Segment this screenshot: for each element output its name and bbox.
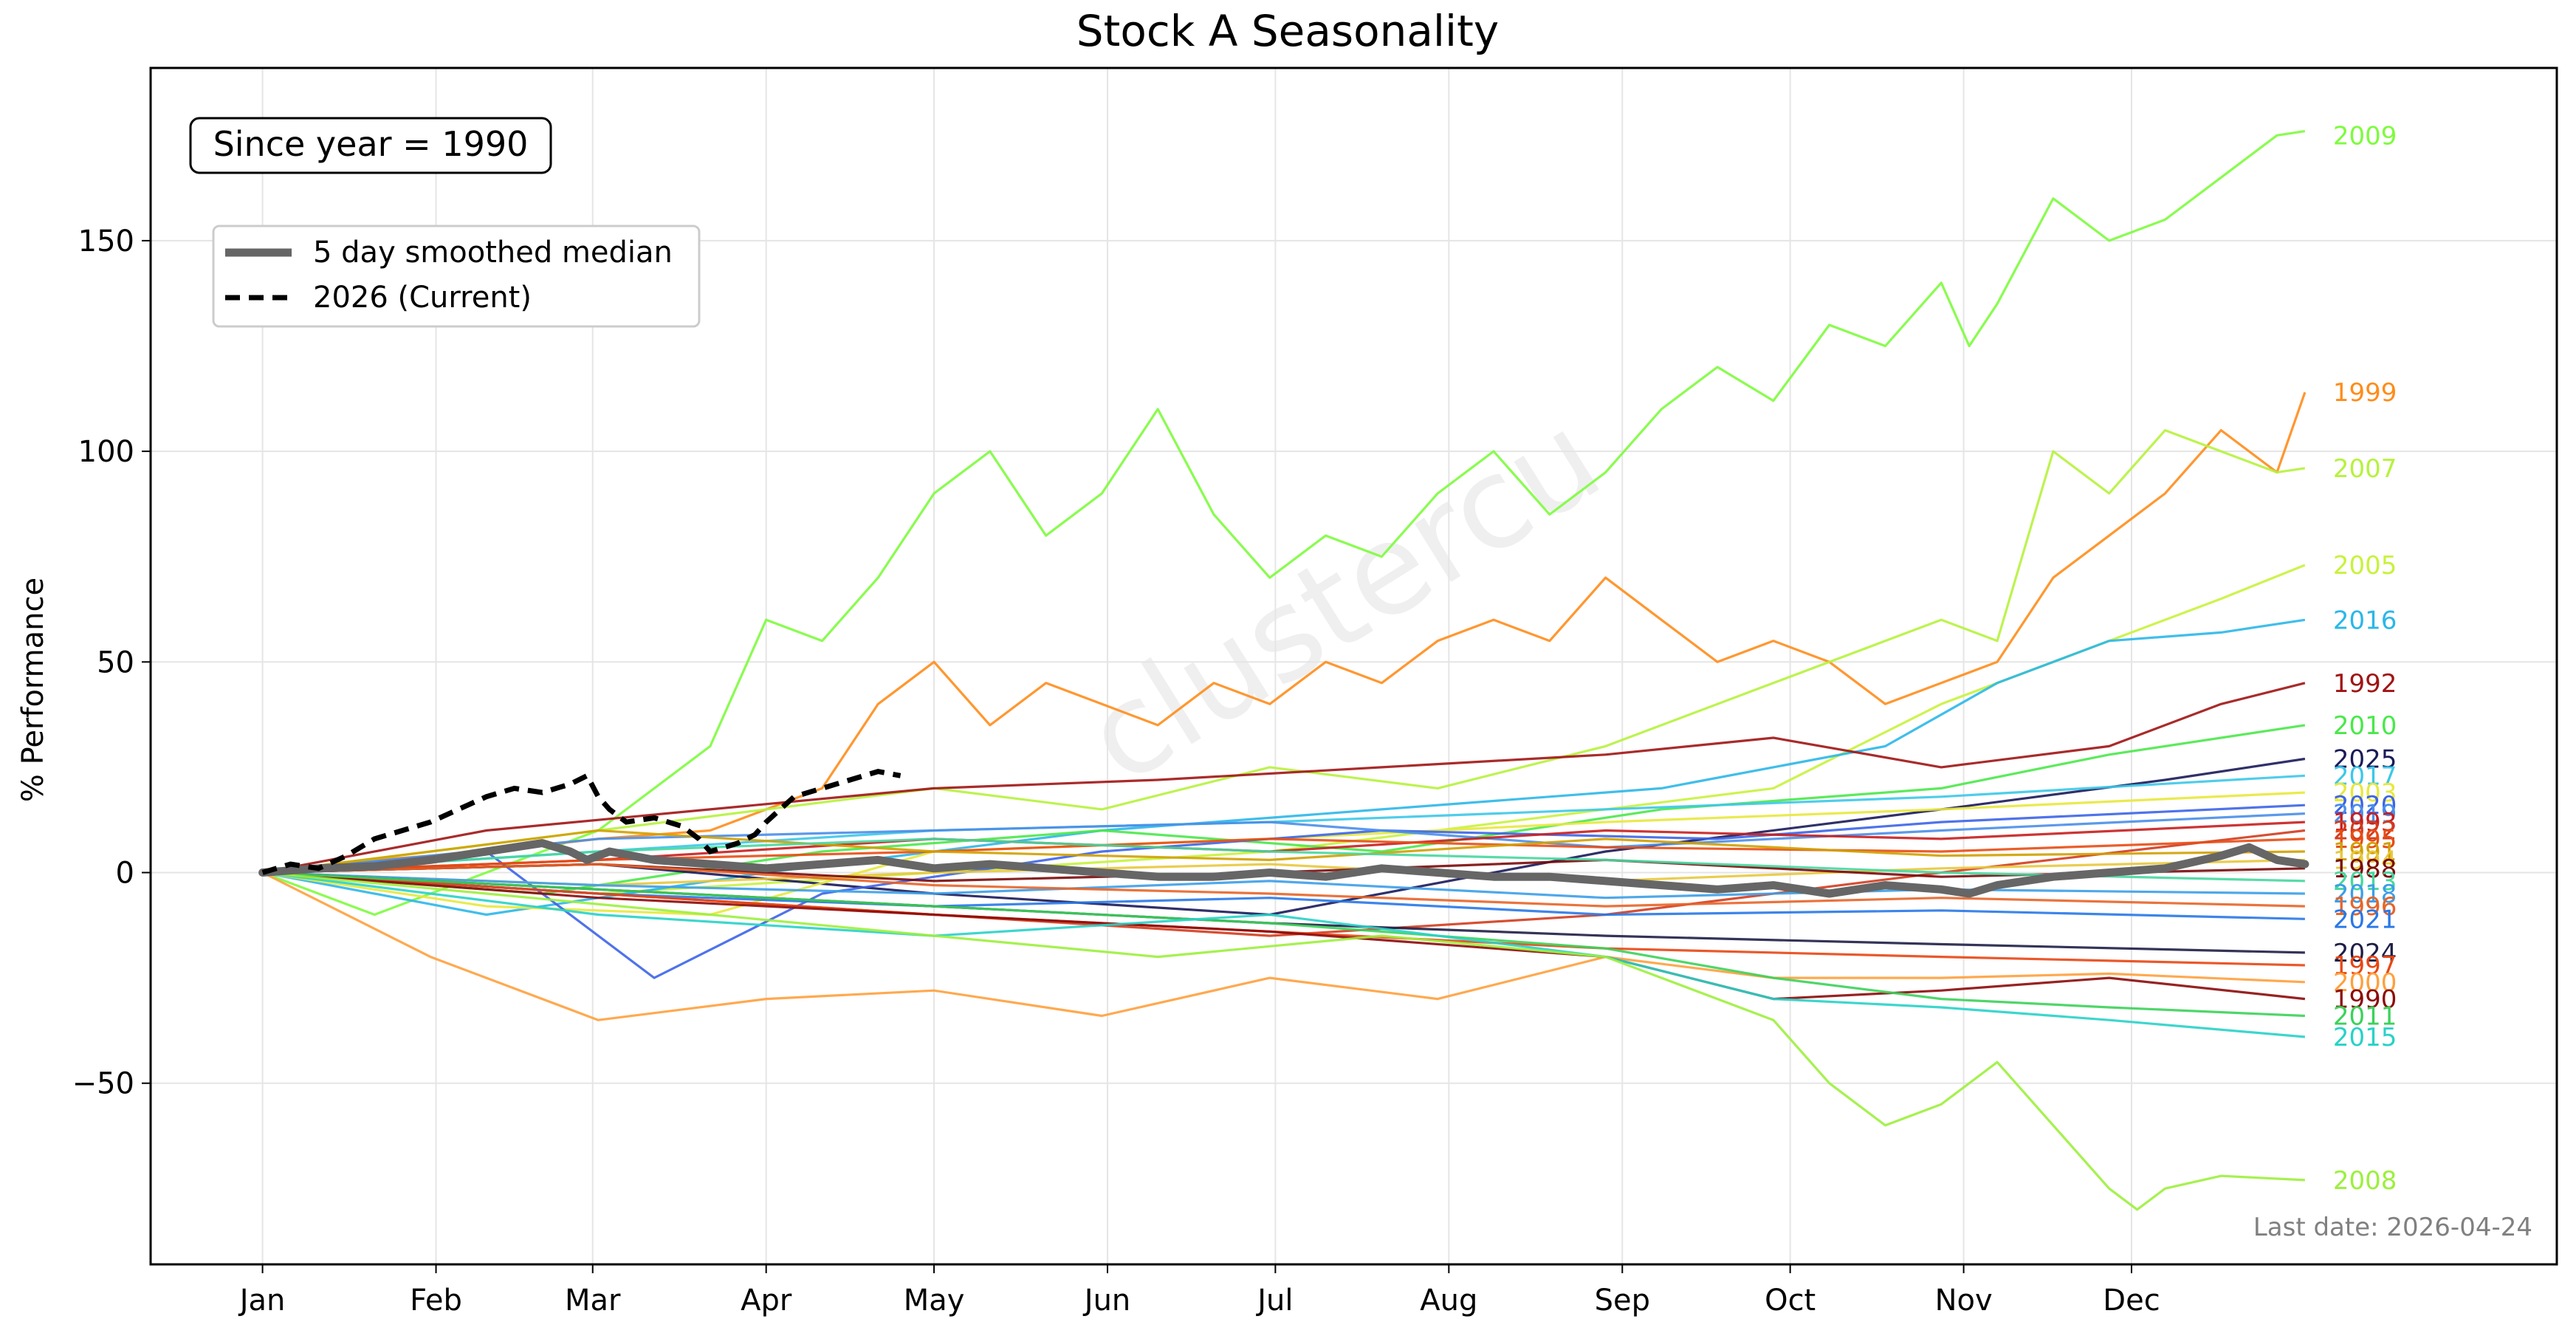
series-label-2007: 2007 xyxy=(2333,454,2397,484)
series-label-2003: 2003 xyxy=(2333,778,2397,808)
last-date-text: Last date: 2026-04-24 xyxy=(2253,1213,2532,1242)
series-line-2009 xyxy=(262,130,2306,917)
since-year-text: Since year = 1990 xyxy=(213,124,529,164)
series-label-1996: 1996 xyxy=(2333,892,2397,922)
x-tick-label: Dec xyxy=(2103,1284,2160,1318)
y-tick-label: 0 xyxy=(116,857,134,891)
series-line-1992 xyxy=(262,682,2306,874)
series-label-1997: 1997 xyxy=(2333,951,2397,981)
series-label-2018: 2018 xyxy=(2333,880,2397,909)
x-tick-label: Mar xyxy=(565,1284,621,1318)
legend-median-label: 5 day smoothed median xyxy=(313,236,673,270)
y-tick-label: 150 xyxy=(78,225,134,258)
series-label-2010: 2010 xyxy=(2333,711,2397,741)
series-label-2022: 2022 xyxy=(2333,816,2397,846)
x-tick-label: Sep xyxy=(1595,1284,1650,1318)
legend-frame xyxy=(212,225,701,328)
series-label-2013: 2013 xyxy=(2333,867,2397,897)
series-line-2000 xyxy=(261,871,2305,1021)
y-axis-ticks: −50 0 50 100 150 xyxy=(72,225,151,1101)
series-lines xyxy=(261,130,2307,1211)
chart-title: Stock A Seasonality xyxy=(1076,6,1499,56)
since-year-frame xyxy=(189,117,552,174)
series-label-2020: 2020 xyxy=(2333,791,2397,821)
series-label-1990: 1990 xyxy=(2333,985,2397,1015)
x-axis-ticks: Jan Feb Mar Apr May Jun Jul Aug Sep Oct Nov Dec xyxy=(238,1264,2160,1318)
series-label-2015: 2015 xyxy=(2333,1023,2397,1052)
series-label-1993: 1993 xyxy=(2333,808,2397,837)
legend-current-label: 2026 (Current) xyxy=(313,281,532,315)
y-axis-label: % Performance xyxy=(16,578,50,802)
series-label-2025: 2025 xyxy=(2333,744,2397,774)
since-year-box: Since year = 1990 xyxy=(189,117,552,174)
x-tick-label: Jan xyxy=(238,1284,286,1318)
median-line-group xyxy=(258,839,2309,898)
series-line-2019 xyxy=(262,812,2305,874)
series-label-1992: 1992 xyxy=(2333,669,2397,699)
series-end-labels: 2009 1999 2007 2005 2016 1992 2010202520172003… xyxy=(2333,121,2397,1196)
series-label-2019: 2019 xyxy=(2333,800,2397,829)
series-label-1994: 1994 xyxy=(2333,846,2397,875)
series-line-1996 xyxy=(262,863,2305,908)
series-label-1995: 1995 xyxy=(2333,825,2397,854)
series-line-1999 xyxy=(262,391,2307,874)
series-label-1999: 1999 xyxy=(2333,378,2397,408)
series-label-2009: 2009 xyxy=(2333,121,2397,151)
plot-frame xyxy=(149,66,2558,1266)
series-line-2007 xyxy=(262,429,2306,874)
x-tick-label: Jul xyxy=(1255,1284,1293,1318)
series-label-1991: 1991 xyxy=(2333,837,2397,867)
legend: 5 day smoothed median 2026 (Current) xyxy=(212,225,701,328)
x-tick-label: Oct xyxy=(1765,1284,1816,1318)
current-year-line xyxy=(261,769,901,875)
y-tick-label: 100 xyxy=(78,435,134,469)
series-label-2024: 2024 xyxy=(2333,939,2397,968)
x-tick-label: May xyxy=(904,1284,965,1318)
series-label-2008: 2008 xyxy=(2333,1166,2397,1196)
series-line-2011 xyxy=(262,871,2305,1018)
x-tick-label: Nov xyxy=(1935,1284,1993,1318)
y-tick-label: −50 xyxy=(72,1067,134,1101)
series-line-1991 xyxy=(262,829,2305,874)
series-label-2017: 2017 xyxy=(2333,761,2397,791)
series-label-2011: 2011 xyxy=(2333,1001,2397,1031)
series-line-2005 xyxy=(262,563,2306,895)
series-line-2008 xyxy=(262,871,2305,1211)
x-tick-label: Apr xyxy=(741,1284,792,1318)
series-label-2021: 2021 xyxy=(2333,905,2397,934)
series-label-2016: 2016 xyxy=(2333,606,2397,635)
series-label-1988: 1988 xyxy=(2333,854,2397,884)
series-line-2010 xyxy=(262,724,2306,895)
median-line xyxy=(258,839,2309,898)
y-tick-label: 50 xyxy=(97,645,134,679)
x-tick-label: Aug xyxy=(1420,1284,1477,1318)
current-year-group xyxy=(261,769,901,875)
series-label-2005: 2005 xyxy=(2333,551,2397,580)
series-label-2000: 2000 xyxy=(2333,968,2397,998)
x-tick-label: Feb xyxy=(410,1284,462,1318)
x-tick-label: Jun xyxy=(1082,1284,1131,1318)
